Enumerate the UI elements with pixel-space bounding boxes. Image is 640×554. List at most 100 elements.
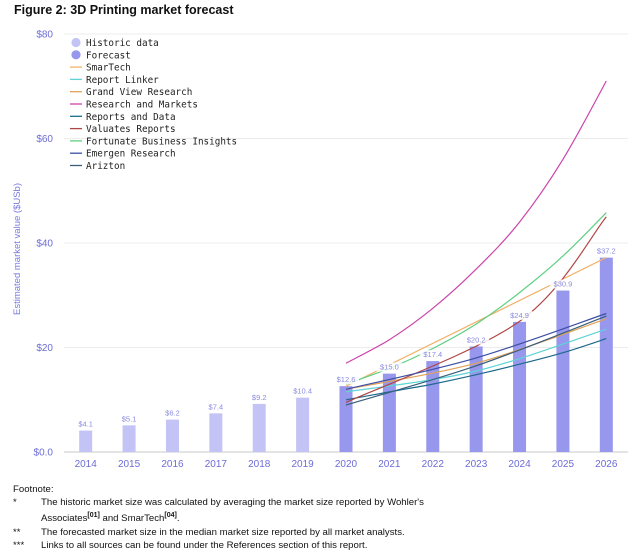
footnote-text: Associates	[41, 513, 88, 525]
bar-label-bg	[593, 246, 620, 256]
footnote-text: and SmarTech	[99, 513, 165, 525]
bar-value-label: $9.2	[252, 393, 267, 402]
series-line	[345, 257, 607, 387]
bar-value-label: $7.4	[209, 402, 224, 411]
legend-label: Research and Markets	[86, 100, 198, 111]
footnote-text: .	[176, 513, 180, 525]
bar-label-bg	[118, 414, 140, 424]
x-tick-label: 2025	[552, 459, 575, 470]
bar-value-label: $24.9	[510, 311, 529, 320]
legend-label: Fortunate Business Insights	[86, 136, 237, 147]
x-tick-label: 2019	[291, 459, 314, 470]
bar-value-label: $17.4	[423, 350, 442, 359]
bar-label-bg	[333, 375, 359, 385]
bar-2024	[513, 321, 527, 452]
bar-2025	[556, 290, 570, 452]
y-tick-label: $40	[36, 239, 53, 250]
legend-label: Reports and Data	[86, 112, 176, 123]
series-line	[345, 315, 607, 406]
x-tick-label: 2014	[75, 459, 98, 470]
footnote-text: The historic market size was calculated …	[41, 497, 424, 509]
legend-label: SmarTech	[86, 63, 131, 74]
bar-value-label: $6.2	[165, 409, 180, 418]
x-tick-label: 2024	[508, 459, 531, 470]
x-tick-label: 2020	[335, 459, 358, 470]
bar-2016	[165, 419, 179, 452]
x-axis-ticks: 2014 2015 2016 2017 2018 2019 2020 2021 2022 2023…	[75, 459, 618, 470]
footnotes: Footnote: * The historic market size was…	[13, 483, 628, 552]
bar-value-label: $15.0	[380, 363, 399, 372]
bar-value-label: $30.9	[554, 280, 573, 289]
y-tick-label: $80	[36, 30, 53, 41]
bar-value-label: $37.2	[597, 247, 616, 256]
series-line	[345, 328, 607, 393]
bar-2020	[339, 386, 353, 452]
x-tick-label: 2016	[161, 459, 184, 470]
x-tick-label: 2023	[465, 459, 488, 470]
bar-label-bg	[506, 310, 533, 320]
footnote-mark: ***	[13, 540, 25, 551]
bar-label-bg	[74, 419, 97, 429]
figure-title: Figure 2: 3D Printing market forecast	[14, 3, 234, 17]
bar-series	[79, 257, 613, 452]
citation-ref: [04]	[164, 512, 177, 520]
legend-swatch	[71, 37, 81, 48]
bar-2015	[122, 425, 136, 452]
legend-label: Valuates Reports	[86, 124, 176, 135]
bar-label-bg	[549, 279, 576, 289]
series-line	[345, 80, 607, 364]
bar-value-label: $10.4	[293, 387, 312, 396]
citation-ref: [01]	[87, 512, 100, 520]
bar-value-label: $4.1	[78, 420, 93, 429]
footnote-item: *** Links to all sources can be found un…	[13, 539, 628, 552]
bar-label-bg	[161, 408, 184, 418]
series-line	[345, 312, 607, 390]
bar-2026	[599, 257, 613, 452]
footnote-heading: Footnote:	[13, 484, 54, 495]
series-line	[345, 318, 607, 390]
y-axis-label: Estimated market value ($USb)	[12, 183, 23, 315]
analyst-lines	[345, 80, 607, 406]
bar-2023	[469, 346, 483, 452]
legend-label: Report Linker	[86, 75, 159, 86]
bar-label-bg	[248, 392, 271, 402]
bar-2022	[426, 361, 440, 452]
y-axis-ticks: $0.0 $20 $40 $60 $80	[34, 30, 54, 459]
x-tick-label: 2022	[422, 459, 445, 470]
legend-label: Forecast	[86, 50, 131, 61]
series-line	[345, 216, 607, 403]
bar-value-label: $12.6	[337, 375, 356, 384]
bar-value-label: $5.1	[122, 414, 137, 423]
footnote-continuation: Associates[01] and SmarTech[04].	[13, 509, 628, 525]
y-tick-label: $20	[36, 343, 53, 354]
bar-2014	[79, 430, 93, 452]
y-tick-label: $0.0	[34, 448, 54, 459]
footnote-mark: **	[13, 526, 21, 538]
legend-label: Arizton	[86, 161, 125, 172]
x-tick-label: 2017	[205, 459, 228, 470]
y-tick-label: $60	[36, 134, 53, 145]
footnote-text: Links to all sources can be found under …	[41, 540, 368, 551]
legend-label: Grand View Research	[86, 87, 192, 98]
x-tick-label: 2015	[118, 459, 141, 470]
x-tick-label: 2026	[595, 459, 618, 470]
bar-label-bg	[376, 362, 403, 372]
bar-label-bg	[289, 386, 316, 396]
legend-swatch	[71, 50, 81, 60]
bar-2017	[209, 413, 223, 452]
legend-label: Emergen Research	[86, 149, 176, 160]
bar-label-bg	[419, 350, 446, 360]
bar-value-labels: $4.1 $5.1 $6.2 $7.4 $9.2 $10.4 $12.6 $15.0 $17.4…	[74, 246, 620, 429]
x-tick-label: 2018	[248, 459, 271, 470]
bar-2019	[296, 397, 310, 452]
market-forecast-chart: $0.0 $20 $40 $60 $80 Estimated market value …	[12, 30, 628, 470]
bar-2018	[252, 403, 266, 452]
footnote-text: The forecasted market size in the median…	[41, 526, 405, 538]
bar-label-bg	[205, 402, 227, 412]
legend-label: Historic data	[86, 38, 159, 49]
footnote-item: * The historic market size was calculate…	[13, 496, 628, 509]
footnote-mark: *	[13, 497, 17, 509]
x-tick-label: 2021	[378, 459, 401, 470]
footnote-item: ** The forecasted market size in the med…	[13, 526, 628, 539]
